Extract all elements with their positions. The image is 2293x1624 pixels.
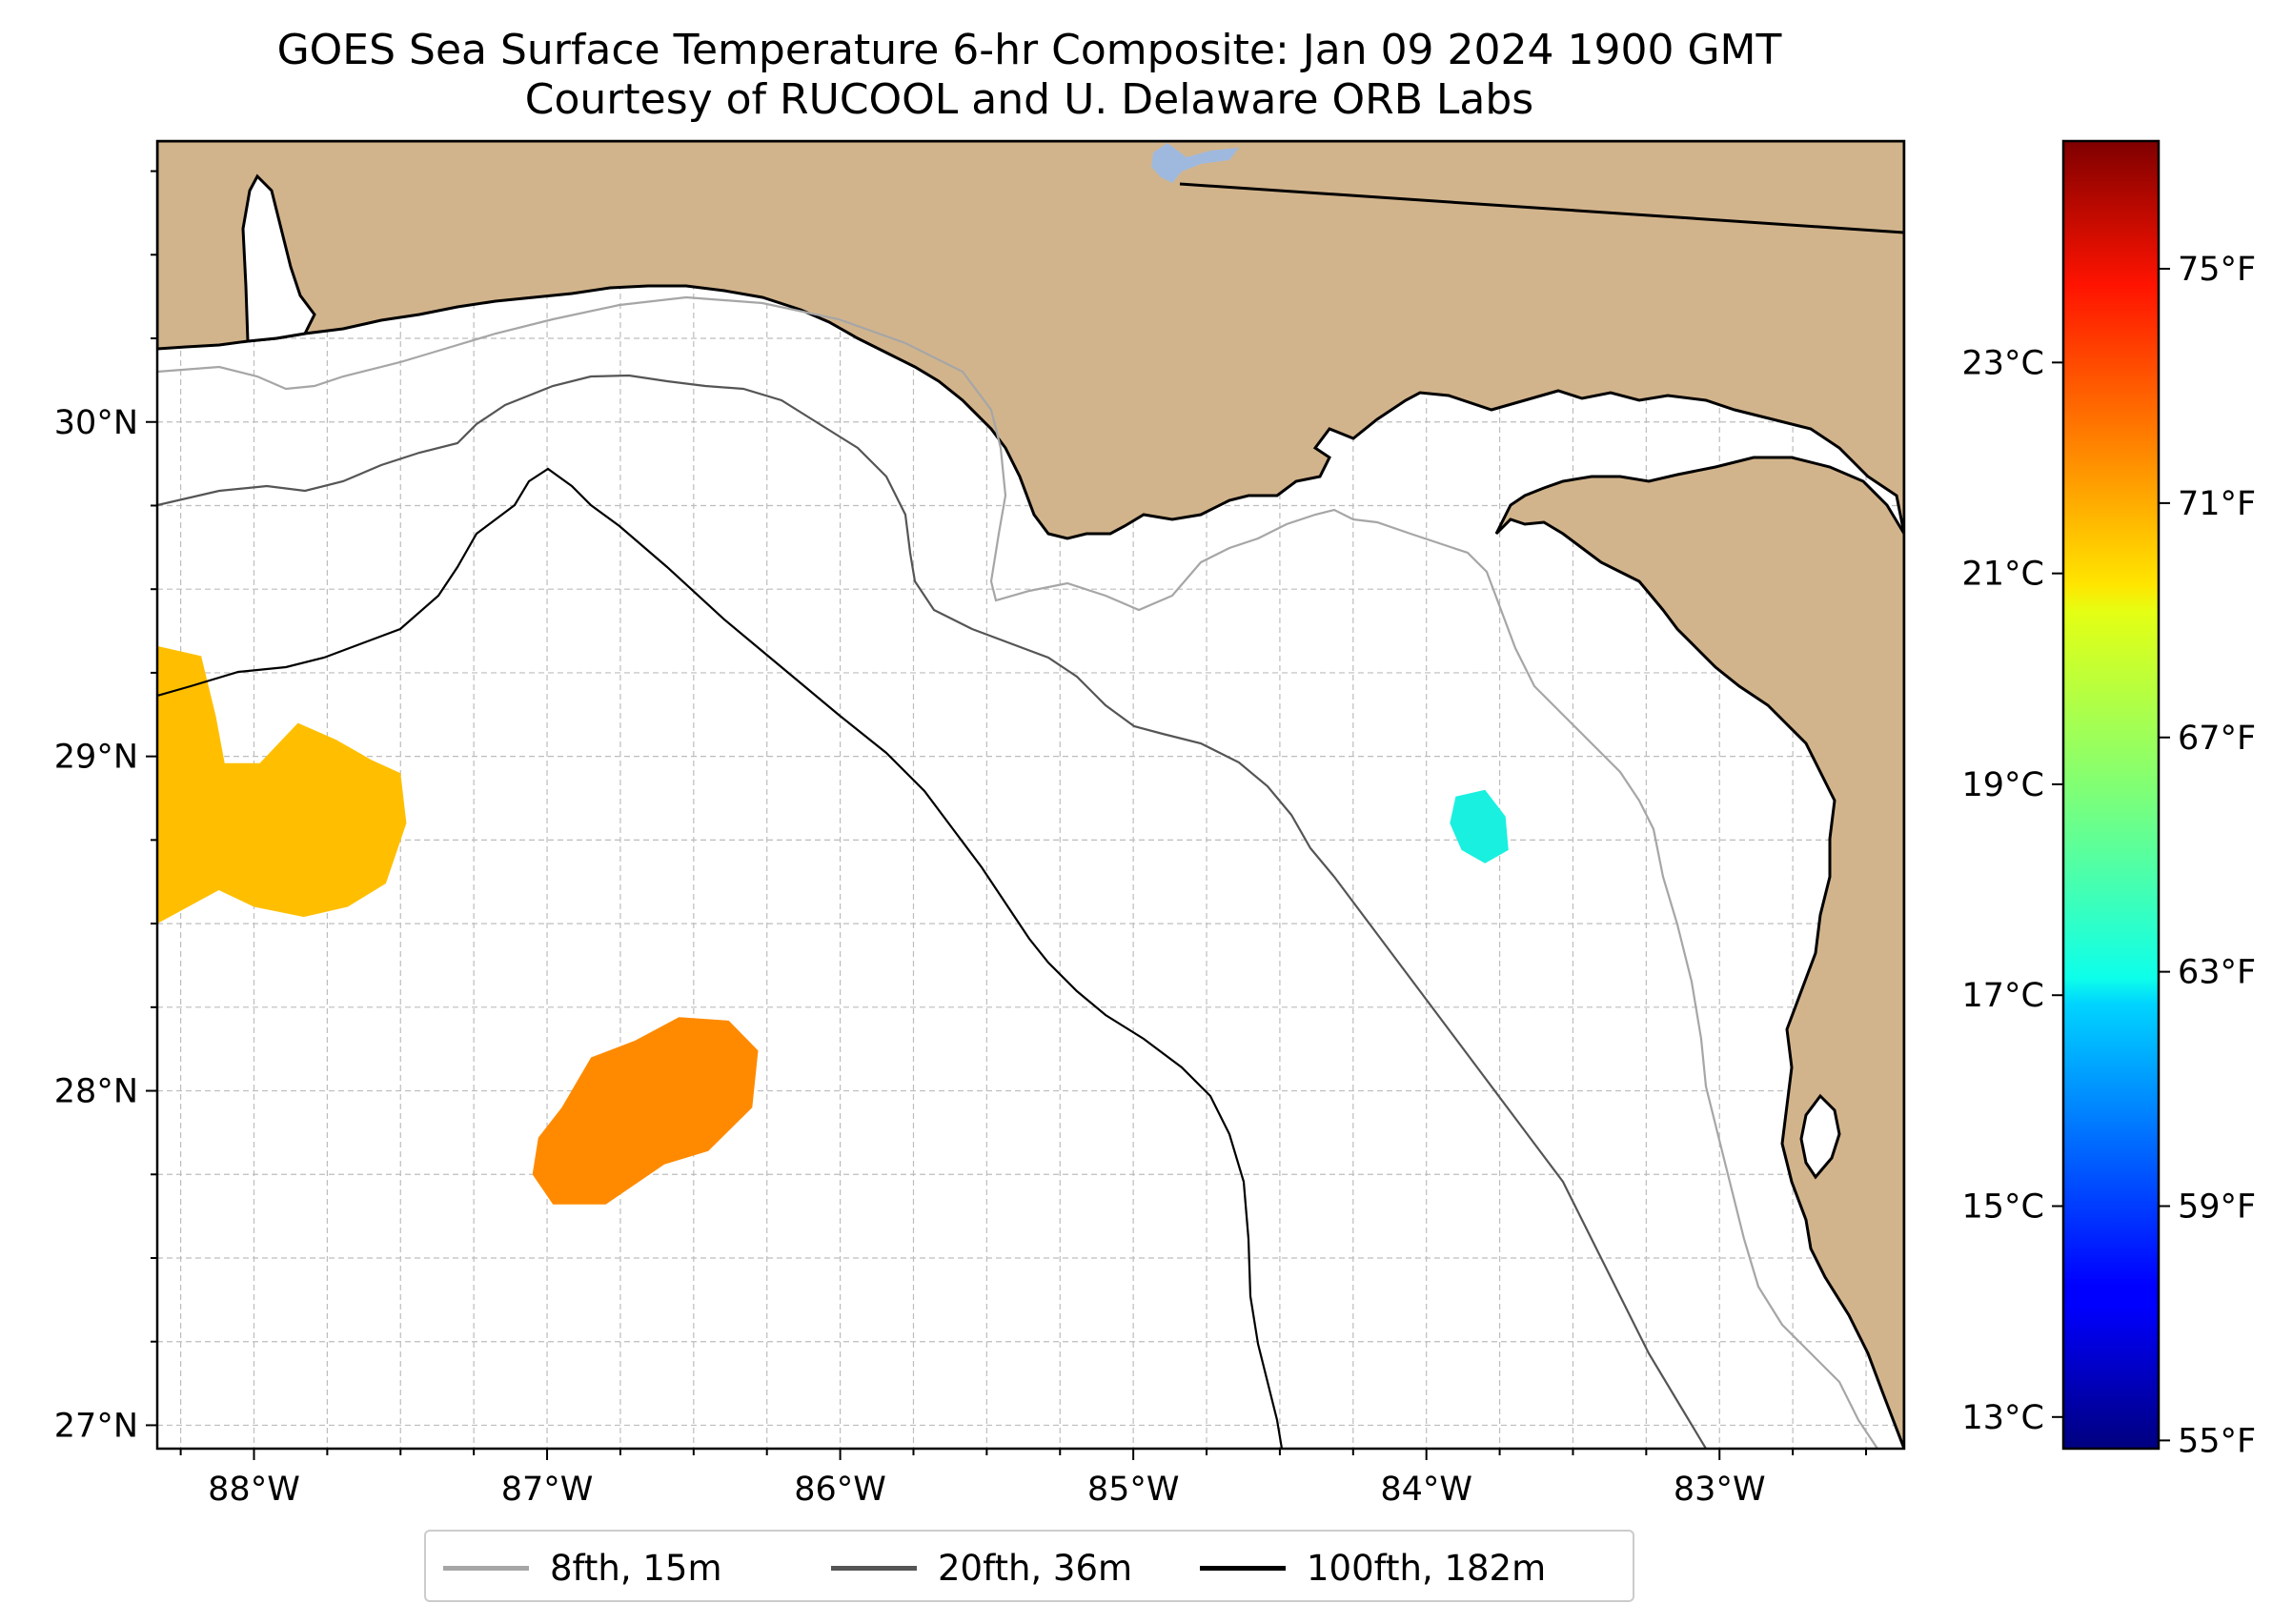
colorbar-label-f: 71°F [2178, 485, 2256, 523]
colorbar-label-c: 17°C [1962, 977, 2044, 1015]
land-area [157, 141, 1904, 1449]
sst-layer [157, 645, 1509, 1205]
legend-entry: 20fth, 36m [831, 1532, 1132, 1604]
legend-line-swatch [1200, 1565, 1286, 1571]
legend-line-swatch [831, 1565, 917, 1571]
lon-tick-label: 88°W [208, 1471, 300, 1509]
colorbar-label-c: 13°C [1962, 1399, 2044, 1437]
lon-tick-label: 85°W [1087, 1471, 1180, 1509]
colorbar-label-f: 67°F [2178, 720, 2256, 758]
isobath-100fth [157, 467, 1284, 1449]
colorbar-label-c: 19°C [1962, 766, 2044, 804]
lat-tick-label: 29°N [54, 739, 138, 777]
legend-entry: 8fth, 15m [443, 1532, 722, 1604]
colorbar-label-f: 59°F [2178, 1188, 2256, 1227]
colorbar-label-f: 75°F [2178, 251, 2256, 289]
isobath-8fth [157, 295, 1878, 1449]
legend-label: 100fth, 182m [1307, 1547, 1547, 1589]
colorbar-label-c: 23°C [1962, 344, 2044, 382]
colorbar-label-c: 21°C [1962, 556, 2044, 594]
isobaths [157, 295, 1878, 1449]
isobath-20fth [157, 374, 1707, 1449]
lat-tick-label: 28°N [54, 1073, 138, 1111]
legend-label: 8fth, 15m [550, 1547, 722, 1589]
legend-entry: 100fth, 182m [1200, 1532, 1546, 1604]
sst-east-patch [1450, 789, 1509, 863]
colorbar-ticks: 23°C 21°C 19°C 17°C 15°C 13°C 75°F 71°F 67°F 63°F… [1962, 251, 2257, 1460]
map-frame [155, 139, 1906, 1451]
lon-tick-label: 86°W [794, 1471, 886, 1509]
isobath-legend: 8fth, 15m 20fth, 36m 100fth, 182m [424, 1530, 1634, 1602]
tampa-bay [1799, 1093, 1841, 1180]
lon-tick-label: 87°W [501, 1471, 594, 1509]
lat-tick-label: 27°N [54, 1407, 138, 1445]
lat-tick-label: 30°N [54, 404, 138, 442]
lon-tick-label: 83°W [1674, 1471, 1766, 1509]
lake-seminole [1151, 143, 1239, 183]
map-title: GOES Sea Surface Temperature 6-hr Compos… [276, 26, 1782, 74]
colorbar-label-f: 55°F [2178, 1422, 2256, 1460]
sst-west-patch [157, 645, 407, 924]
map-subtitle: Courtesy of RUCOOL and U. Delaware ORB L… [524, 75, 1534, 124]
legend-line-swatch [443, 1565, 529, 1571]
state-border [1179, 182, 1904, 234]
colorbar-label-f: 63°F [2178, 954, 2256, 992]
florida-peninsula-land [1494, 456, 1904, 1449]
legend-label: 20fth, 36m [938, 1547, 1133, 1589]
mobile-bay [241, 173, 316, 343]
colorbar-label-c: 15°C [1962, 1188, 2044, 1227]
sst-south-patch [532, 1017, 759, 1205]
colorbar [2061, 139, 2161, 1451]
north-coast-land [157, 141, 1904, 540]
lon-tick-label: 84°W [1380, 1471, 1472, 1509]
axis-ticks: 88°W 87°W 86°W 85°W 84°W 83°W 30°N 29°N 28°N 27°N [54, 170, 1868, 1509]
